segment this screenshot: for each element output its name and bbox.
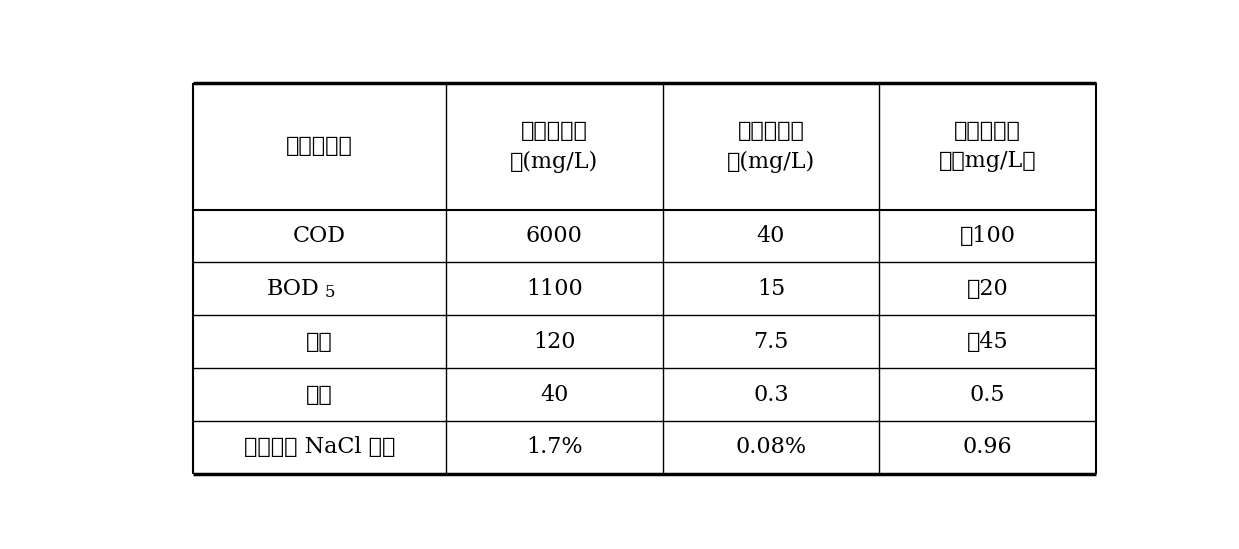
Text: 总磷: 总磷 (306, 384, 333, 406)
Text: 盐度（以 NaCl 计）: 盐度（以 NaCl 计） (244, 436, 395, 458)
Text: ≦100: ≦100 (959, 225, 1016, 247)
Text: 污染物名称: 污染物名称 (286, 135, 353, 157)
Text: 0.96: 0.96 (963, 436, 1012, 458)
Text: 0.3: 0.3 (753, 384, 789, 406)
Text: ≦45: ≦45 (966, 330, 1009, 352)
Text: BOD: BOD (266, 278, 320, 300)
Text: COD: COD (294, 225, 346, 247)
Text: 标准浓度限
值（mg/L）: 标准浓度限 值（mg/L） (939, 120, 1036, 172)
Text: 1100: 1100 (525, 278, 582, 300)
Text: 0.08%: 0.08% (736, 436, 807, 458)
Text: ≦20: ≦20 (966, 278, 1009, 300)
Text: 7.5: 7.5 (753, 330, 789, 352)
Text: 处理前的浓
度(mg/L): 处理前的浓 度(mg/L) (510, 120, 598, 172)
Text: 1.7%: 1.7% (527, 436, 582, 458)
Text: 40: 40 (757, 225, 786, 247)
Text: 处理后的浓
度(mg/L): 处理后的浓 度(mg/L) (727, 120, 815, 172)
Text: 120: 120 (533, 330, 576, 352)
Text: 40: 40 (540, 384, 569, 406)
Text: 6000: 6000 (525, 225, 582, 247)
Text: 15: 15 (757, 278, 786, 300)
Text: 5: 5 (325, 284, 335, 301)
Text: 氨氮: 氨氮 (306, 330, 333, 352)
Text: 0.5: 0.5 (970, 384, 1005, 406)
